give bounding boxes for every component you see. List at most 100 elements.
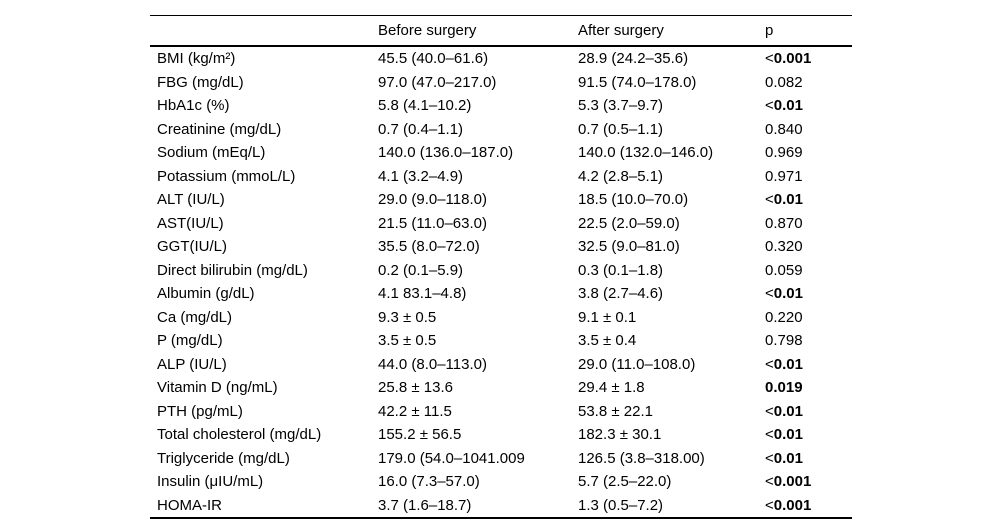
table-row: GGT(IU/L) 35.5 (8.0–72.0) 32.5 (9.0–81.0… [150, 235, 852, 259]
before-surgery-value: 5.8 (4.1–10.2) [378, 97, 472, 115]
table-row: HOMA-IR 3.7 (1.6–18.7) 1.3 (0.5–7.2) <0.… [150, 494, 852, 518]
table-row: AST(IU/L) 21.5 (11.0–63.0) 22.5 (2.0–59.… [150, 212, 852, 236]
after-surgery-value: 32.5 (9.0–81.0) [578, 238, 680, 256]
table-header-row: Before surgery After surgery p [150, 16, 852, 47]
before-surgery-value: 3.7 (1.6–18.7) [378, 496, 472, 514]
p-value: <0.01 [765, 402, 803, 420]
row-label: Direct bilirubin (mg/dL) [157, 261, 308, 279]
p-value: <0.01 [765, 191, 803, 209]
after-surgery-value: 182.3 ± 30.1 [578, 426, 662, 444]
before-surgery-value: 16.0 (7.3–57.0) [378, 473, 480, 491]
after-surgery-value: 91.5 (74.0–178.0) [578, 73, 697, 91]
p-value: 0.798 [765, 332, 803, 350]
after-surgery-value: 9.1 ± 0.1 [578, 308, 637, 326]
before-surgery-value: 29.0 (9.0–118.0) [378, 191, 487, 209]
before-surgery-value: 97.0 (47.0–217.0) [378, 73, 497, 91]
row-label: Potassium (mmoL/L) [157, 167, 296, 185]
row-label: P (mg/dL) [157, 332, 223, 350]
p-value: 0.082 [765, 73, 803, 91]
table-row: Creatinine (mg/dL) 0.7 (0.4–1.1) 0.7 (0.… [150, 118, 852, 142]
table-row: BMI (kg/m²) 45.5 (40.0–61.6) 28.9 (24.2–… [150, 47, 852, 71]
row-label: Sodium (mEq/L) [157, 144, 266, 162]
p-value: <0.01 [765, 449, 803, 467]
table-row: FBG (mg/dL) 97.0 (47.0–217.0) 91.5 (74.0… [150, 71, 852, 95]
before-surgery-value: 155.2 ± 56.5 [378, 426, 462, 444]
table-row: Sodium (mEq/L) 140.0 (136.0–187.0) 140.0… [150, 141, 852, 165]
p-value: 0.220 [765, 308, 803, 326]
after-surgery-value: 18.5 (10.0–70.0) [578, 191, 689, 209]
p-value: <0.001 [765, 473, 812, 491]
p-value: 0.969 [765, 144, 803, 162]
before-surgery-value: 3.5 ± 0.5 [378, 332, 437, 350]
row-label: Creatinine (mg/dL) [157, 120, 282, 138]
after-surgery-value: 53.8 ± 22.1 [578, 402, 653, 420]
p-value: 0.840 [765, 120, 803, 138]
row-label: FBG (mg/dL) [157, 73, 244, 91]
after-surgery-value: 4.2 (2.8–5.1) [578, 167, 664, 185]
before-surgery-value: 9.3 ± 0.5 [378, 308, 437, 326]
before-surgery-value: 4.1 83.1–4.8) [378, 285, 467, 303]
p-value: <0.01 [765, 355, 803, 373]
table-row: Potassium (mmoL/L) 4.1 (3.2–4.9) 4.2 (2.… [150, 165, 852, 189]
table-body: BMI (kg/m²) 45.5 (40.0–61.6) 28.9 (24.2–… [150, 47, 852, 517]
p-value: <0.01 [765, 97, 803, 115]
after-surgery-value: 3.8 (2.7–4.6) [578, 285, 664, 303]
after-surgery-value: 29.0 (11.0–108.0) [578, 355, 696, 373]
before-surgery-value: 140.0 (136.0–187.0) [378, 144, 514, 162]
after-surgery-value: 5.3 (3.7–9.7) [578, 97, 664, 115]
lab-results-table: Before surgery After surgery p BMI (kg/m… [150, 15, 852, 519]
p-value: 0.320 [765, 238, 803, 256]
row-label: PTH (pg/mL) [157, 402, 243, 420]
table-row: Albumin (g/dL) 4.1 83.1–4.8) 3.8 (2.7–4.… [150, 282, 852, 306]
row-label: Insulin (μIU/mL) [157, 473, 264, 491]
p-value: <0.001 [765, 50, 812, 68]
row-label: HOMA-IR [157, 496, 222, 514]
column-header-after-surgery: After surgery [578, 22, 664, 39]
row-label: Ca (mg/dL) [157, 308, 233, 326]
column-header-before-surgery: Before surgery [378, 22, 477, 39]
before-surgery-value: 25.8 ± 13.6 [378, 379, 453, 397]
row-label: Vitamin D (ng/mL) [157, 379, 278, 397]
p-value: <0.01 [765, 285, 803, 303]
p-value: <0.01 [765, 426, 803, 444]
p-value: 0.870 [765, 214, 803, 232]
after-surgery-value: 140.0 (132.0–146.0) [578, 144, 714, 162]
table-row: Total cholesterol (mg/dL) 155.2 ± 56.5 1… [150, 423, 852, 447]
p-value: 0.019 [765, 379, 803, 397]
after-surgery-value: 0.3 (0.1–1.8) [578, 261, 664, 279]
table-row: Ca (mg/dL) 9.3 ± 0.5 9.1 ± 0.1 0.220 [150, 306, 852, 330]
before-surgery-value: 4.1 (3.2–4.9) [378, 167, 464, 185]
p-value: 0.971 [765, 167, 803, 185]
after-surgery-value: 28.9 (24.2–35.6) [578, 50, 689, 68]
table-row: PTH (pg/mL) 42.2 ± 11.5 53.8 ± 22.1 <0.0… [150, 400, 852, 424]
before-surgery-value: 179.0 (54.0–1041.009 [378, 449, 525, 467]
row-label: AST(IU/L) [157, 214, 224, 232]
before-surgery-value: 44.0 (8.0–113.0) [378, 355, 487, 373]
row-label: Albumin (g/dL) [157, 285, 255, 303]
after-surgery-value: 1.3 (0.5–7.2) [578, 496, 664, 514]
before-surgery-value: 0.7 (0.4–1.1) [378, 120, 464, 138]
after-surgery-value: 3.5 ± 0.4 [578, 332, 637, 350]
table-row: Direct bilirubin (mg/dL) 0.2 (0.1–5.9) 0… [150, 259, 852, 283]
row-label: BMI (kg/m²) [157, 50, 236, 68]
p-value: 0.059 [765, 261, 803, 279]
row-label: Triglyceride (mg/dL) [157, 449, 290, 467]
before-surgery-value: 35.5 (8.0–72.0) [378, 238, 480, 256]
row-label: GGT(IU/L) [157, 238, 227, 256]
before-surgery-value: 21.5 (11.0–63.0) [378, 214, 487, 232]
before-surgery-value: 0.2 (0.1–5.9) [378, 261, 464, 279]
row-label: Total cholesterol (mg/dL) [157, 426, 322, 444]
after-surgery-value: 0.7 (0.5–1.1) [578, 120, 664, 138]
row-label: ALP (IU/L) [157, 355, 227, 373]
table-row: ALT (IU/L) 29.0 (9.0–118.0) 18.5 (10.0–7… [150, 188, 852, 212]
after-surgery-value: 5.7 (2.5–22.0) [578, 473, 672, 491]
table-row: HbA1c (%) 5.8 (4.1–10.2) 5.3 (3.7–9.7) <… [150, 94, 852, 118]
before-surgery-value: 45.5 (40.0–61.6) [378, 50, 489, 68]
before-surgery-value: 42.2 ± 11.5 [378, 402, 452, 420]
after-surgery-value: 22.5 (2.0–59.0) [578, 214, 680, 232]
table-row: Insulin (μIU/mL) 16.0 (7.3–57.0) 5.7 (2.… [150, 470, 852, 494]
after-surgery-value: 29.4 ± 1.8 [578, 379, 645, 397]
table-row: Triglyceride (mg/dL) 179.0 (54.0–1041.00… [150, 447, 852, 471]
row-label: ALT (IU/L) [157, 191, 225, 209]
table-row: ALP (IU/L) 44.0 (8.0–113.0) 29.0 (11.0–1… [150, 353, 852, 377]
